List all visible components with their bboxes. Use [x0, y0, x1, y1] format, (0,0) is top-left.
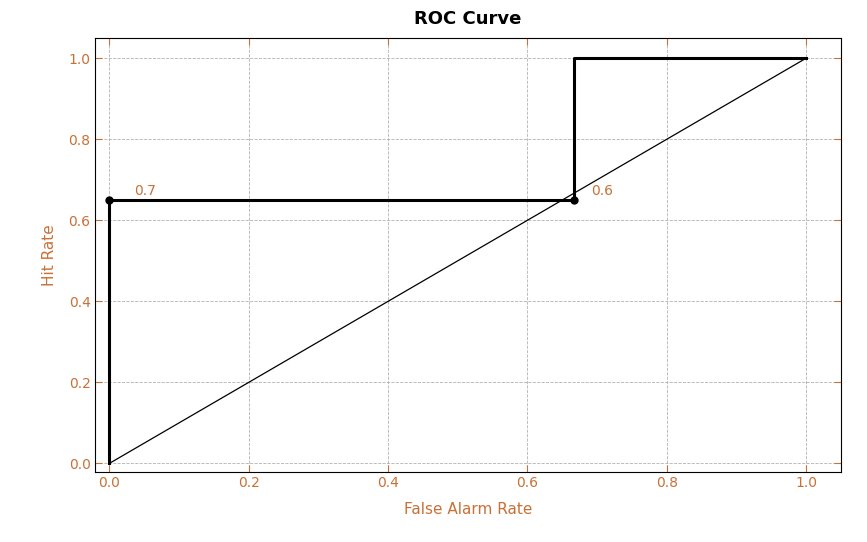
Text: 0.7: 0.7 — [134, 184, 155, 198]
X-axis label: False Alarm Rate: False Alarm Rate — [404, 501, 532, 517]
Title: ROC Curve: ROC Curve — [414, 10, 522, 28]
Text: 0.6: 0.6 — [591, 184, 614, 198]
Y-axis label: Hit Rate: Hit Rate — [42, 224, 57, 286]
